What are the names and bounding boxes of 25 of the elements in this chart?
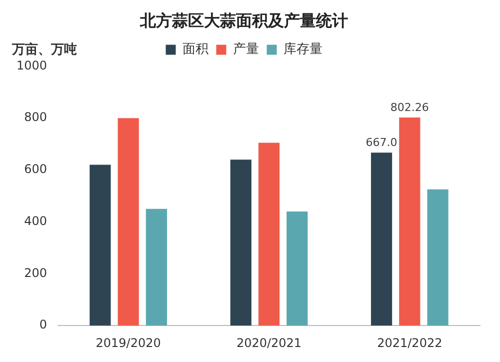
bar (230, 160, 252, 326)
x-tick-label: 2021/2022 (377, 336, 442, 350)
bar (427, 189, 448, 326)
bar (118, 118, 139, 326)
y-tick-label: 0 (39, 318, 47, 332)
y-tick-label: 400 (24, 214, 47, 228)
bar (90, 164, 111, 326)
bar (370, 152, 392, 326)
bar (146, 208, 168, 326)
y-tick-label: 600 (24, 162, 47, 176)
legend-label: 产量 (232, 42, 259, 58)
y-tick-label: 1000 (16, 58, 47, 72)
legend-label: 库存量 (283, 42, 322, 58)
x-tick-label: 2020/2021 (236, 336, 302, 350)
y-axis-title: 万亩、万吨 (11, 41, 77, 58)
x-tick-label: 2019/2020 (96, 336, 161, 350)
y-tick-label: 200 (24, 266, 47, 280)
bar (399, 117, 420, 326)
bar (258, 142, 280, 326)
data-label: 667.0 (366, 136, 398, 149)
chart-title: 北方蒜区大蒜面积及产量统计 (139, 10, 348, 30)
legend-label: 面积 (182, 42, 208, 58)
y-tick-label: 800 (24, 110, 47, 124)
bar (286, 211, 308, 326)
data-label: 802.26 (390, 100, 429, 114)
